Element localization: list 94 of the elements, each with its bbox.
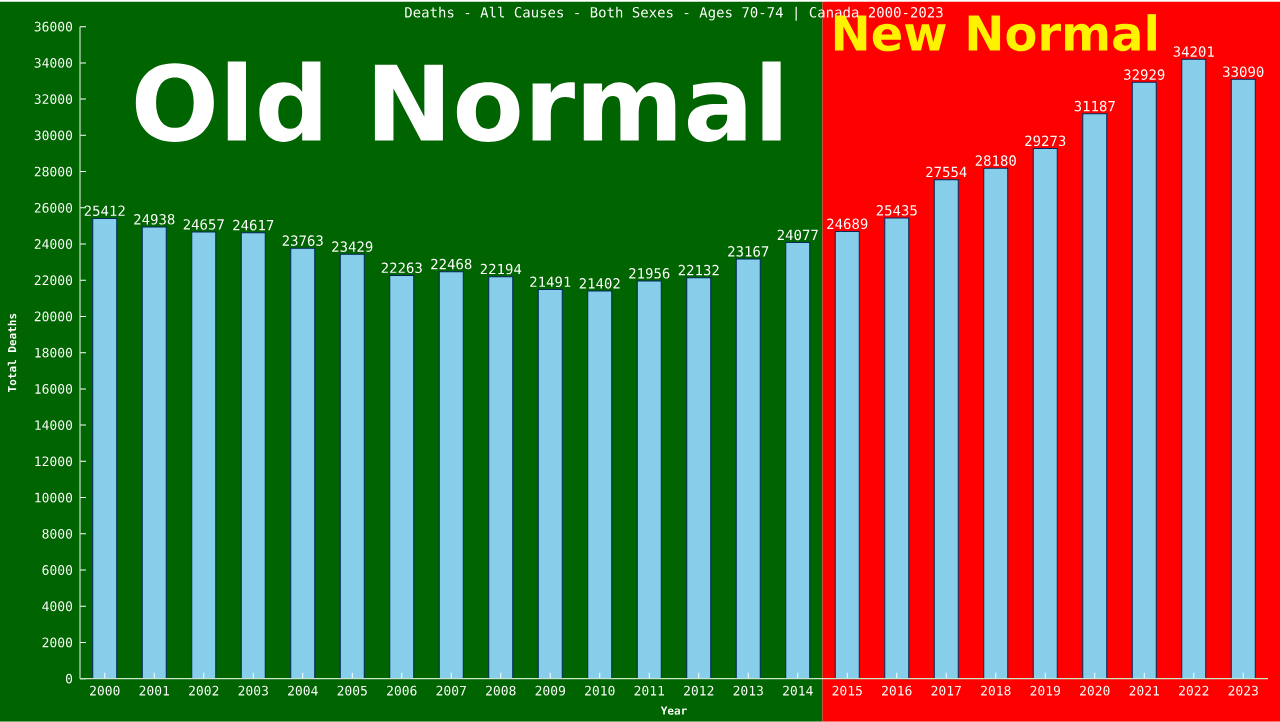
y-tick-label: 30000: [34, 130, 73, 141]
x-tick-label: 2002: [189, 685, 219, 696]
bar: [735, 258, 761, 680]
x-tick-label: 2001: [139, 685, 170, 696]
y-tick-label: 2000: [42, 637, 73, 648]
bar: [438, 271, 464, 680]
y-tick-label: 28000: [34, 166, 73, 177]
bar: [834, 231, 860, 680]
x-tick-label: 2011: [634, 685, 665, 696]
x-tick-label: 2013: [733, 685, 763, 696]
data-label: 23429: [332, 241, 373, 253]
data-label: 25435: [876, 205, 917, 216]
data-label: 24077: [777, 229, 818, 241]
data-label: 22468: [431, 258, 472, 270]
x-tick-label: 2008: [486, 685, 516, 696]
bar: [1032, 148, 1058, 680]
y-tick-label: 16000: [35, 384, 73, 394]
bar: [339, 254, 365, 680]
x-tick-label: 2005: [337, 685, 367, 696]
x-tick-label: 2022: [1179, 685, 1209, 696]
x-tick-label: 2020: [1080, 685, 1110, 696]
bar: [1230, 79, 1256, 680]
data-label: 32929: [1124, 69, 1165, 81]
x-tick-label: 2014: [783, 685, 813, 696]
bar: [537, 289, 563, 680]
y-tick-label: 12000: [35, 456, 73, 467]
data-label: 24617: [233, 220, 274, 231]
x-tick-label: 2003: [238, 685, 268, 696]
bar: [587, 290, 613, 680]
bar: [785, 242, 811, 680]
bar: [1181, 58, 1207, 680]
bar: [636, 280, 662, 680]
y-axis-title: Total Deaths: [7, 313, 17, 393]
data-label: 21491: [530, 276, 571, 288]
bar: [389, 275, 415, 680]
y-tick-label: 36000: [34, 21, 73, 32]
bar: [686, 277, 712, 680]
x-tick-label: 2010: [585, 685, 615, 696]
bar: [1082, 113, 1108, 680]
y-tick-label: 18000: [35, 347, 73, 358]
y-tick-label: 20000: [34, 311, 73, 322]
y-tick-label: 22000: [34, 275, 73, 286]
data-label: 22194: [480, 263, 522, 275]
x-tick-label: 2019: [1030, 685, 1061, 696]
data-label: 21402: [579, 278, 620, 289]
x-tick-label: 2004: [288, 685, 318, 696]
data-label: 23763: [282, 235, 323, 247]
x-axis-title: Year: [660, 706, 687, 715]
data-label: 24689: [827, 218, 868, 230]
y-tick-label: 26000: [34, 203, 73, 213]
data-label: 24938: [134, 214, 175, 225]
y-tick-label: 0: [65, 673, 73, 684]
data-label: 31187: [1074, 101, 1115, 112]
data-label: 22132: [678, 265, 719, 276]
bar: [884, 217, 910, 680]
data-label: 33090: [1223, 66, 1264, 78]
x-tick-label: 2000: [90, 685, 120, 696]
y-tick-label: 4000: [42, 601, 73, 612]
x-tick-label: 2015: [832, 685, 862, 696]
bar: [1131, 81, 1157, 680]
x-tick-label: 2018: [981, 685, 1011, 696]
x-tick-label: 2016: [882, 685, 912, 696]
bar: [488, 276, 514, 680]
y-tick-label: 34000: [34, 58, 73, 68]
data-label: 24657: [183, 219, 224, 230]
y-tick-label: 14000: [35, 420, 73, 431]
data-label: 21956: [629, 268, 670, 279]
bar: [933, 179, 959, 680]
x-tick-label: 2017: [931, 685, 961, 696]
bar: [191, 231, 217, 680]
y-tick-label: 24000: [34, 239, 73, 250]
data-label: 29273: [1025, 135, 1066, 147]
data-label: 27554: [926, 166, 967, 178]
data-label: 22263: [381, 262, 422, 274]
data-label: 25412: [84, 205, 125, 217]
band-label: Old Normal: [135, 61, 781, 143]
bar: [290, 247, 316, 680]
x-tick-label: 2009: [535, 685, 566, 696]
y-tick-label: 32000: [34, 94, 73, 105]
y-tick-label: 6000: [42, 565, 73, 576]
x-tick-label: 2007: [436, 685, 466, 696]
x-tick-label: 2012: [684, 685, 714, 696]
bar: [141, 226, 167, 680]
y-tick-label: 8000: [42, 529, 73, 539]
data-label: 34201: [1173, 46, 1214, 57]
bar: [983, 167, 1009, 680]
y-tick-label: 10000: [35, 492, 73, 503]
bar: [240, 232, 266, 680]
data-label: 23167: [728, 246, 769, 257]
x-tick-label: 2006: [387, 685, 417, 696]
x-tick-label: 2023: [1228, 685, 1258, 696]
bar: [92, 218, 118, 680]
data-label: 28180: [975, 155, 1016, 167]
x-tick-label: 2021: [1129, 685, 1160, 696]
